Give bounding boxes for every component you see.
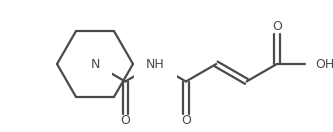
Text: O: O <box>272 20 282 34</box>
Text: NH: NH <box>146 58 165 70</box>
Text: O: O <box>181 114 191 127</box>
Text: O: O <box>120 114 130 127</box>
Text: OH: OH <box>315 58 333 70</box>
Text: N: N <box>90 58 100 70</box>
